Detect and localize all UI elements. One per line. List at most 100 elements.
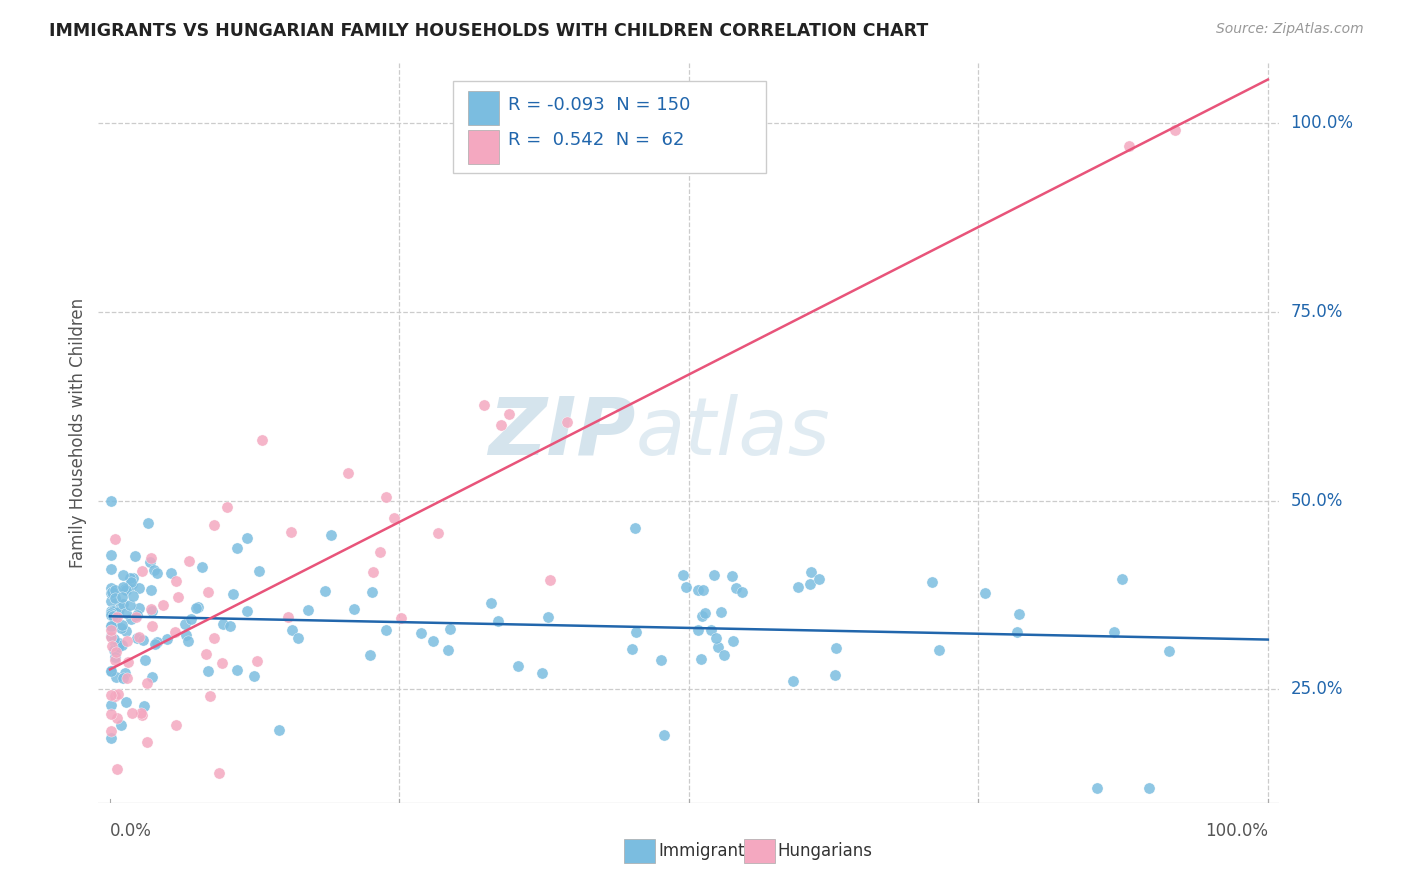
Point [129, 706, 152, 721]
Point [280, 524, 302, 539]
Point [165, 624, 187, 639]
Point [174, 628, 197, 642]
Point [222, 587, 245, 601]
Point [104, 612, 127, 626]
Point [110, 718, 132, 732]
Text: IMMIGRANTS VS HUNGARIAN FAMILY HOUSEHOLDS WITH CHILDREN CORRELATION CHART: IMMIGRANTS VS HUNGARIAN FAMILY HOUSEHOLD… [49, 22, 928, 40]
Point [100, 630, 122, 644]
Point [225, 541, 247, 555]
Point [508, 658, 530, 673]
Point [114, 666, 136, 681]
Point [1139, 780, 1161, 795]
Point [650, 653, 672, 667]
Point [115, 695, 138, 709]
Point [246, 654, 269, 668]
Point [531, 666, 554, 681]
Point [128, 630, 150, 644]
Point [538, 574, 561, 588]
Text: 100.0%: 100.0% [1205, 822, 1268, 839]
Point [156, 632, 179, 646]
Point [226, 663, 249, 677]
Point [704, 631, 727, 645]
Point [688, 623, 710, 637]
Point [121, 706, 143, 720]
Point [409, 626, 432, 640]
Point [117, 655, 139, 669]
Point [187, 599, 209, 614]
Text: R = -0.093  N = 150: R = -0.093 N = 150 [508, 95, 690, 114]
Point [179, 554, 201, 568]
Point [184, 600, 207, 615]
Point [1111, 573, 1133, 587]
Point [382, 511, 405, 525]
Point [108, 636, 131, 650]
Point [105, 610, 128, 624]
Point [114, 582, 136, 596]
Point [120, 571, 142, 585]
Point [489, 418, 512, 433]
Point [100, 664, 122, 678]
Point [104, 591, 127, 605]
Point [120, 575, 142, 590]
Point [250, 433, 273, 447]
Point [235, 604, 257, 618]
Point [342, 602, 364, 616]
Point [103, 649, 125, 664]
Point [146, 566, 169, 580]
Point [121, 577, 143, 591]
Text: 25.0%: 25.0% [1291, 681, 1343, 698]
Point [125, 608, 148, 623]
Point [537, 610, 560, 624]
FancyBboxPatch shape [468, 130, 499, 164]
Point [105, 645, 128, 659]
Point [422, 634, 444, 648]
Point [671, 568, 693, 582]
Point [799, 577, 821, 591]
Point [202, 517, 225, 532]
Point [103, 607, 125, 621]
Point [122, 589, 145, 603]
Point [731, 585, 754, 599]
Point [134, 699, 156, 714]
Point [800, 566, 823, 580]
Point [180, 612, 202, 626]
Point [100, 623, 122, 637]
Point [111, 580, 134, 594]
Point [100, 688, 122, 702]
Point [141, 602, 163, 616]
Point [215, 500, 238, 514]
Point [125, 631, 148, 645]
Point [110, 621, 132, 635]
Point [101, 604, 124, 618]
Point [146, 634, 169, 648]
Point [115, 671, 138, 685]
Point [138, 555, 160, 569]
Point [115, 606, 138, 620]
Point [115, 583, 138, 598]
Point [100, 707, 122, 722]
Text: ZIP: ZIP [488, 393, 636, 472]
Point [1159, 644, 1181, 658]
Point [1085, 780, 1108, 795]
Point [105, 762, 128, 776]
Point [104, 636, 127, 650]
Text: 75.0%: 75.0% [1291, 302, 1343, 321]
Text: Hungarians: Hungarians [778, 842, 873, 860]
Point [122, 571, 145, 585]
Point [825, 640, 848, 655]
Point [928, 643, 950, 657]
Point [101, 608, 124, 623]
Point [141, 619, 163, 633]
Point [723, 634, 745, 648]
Point [389, 611, 412, 625]
Point [720, 568, 742, 582]
Text: 0.0%: 0.0% [110, 822, 152, 839]
Point [703, 568, 725, 582]
Point [1164, 123, 1187, 137]
Point [177, 634, 200, 648]
Point [472, 398, 495, 412]
Point [1005, 624, 1028, 639]
Point [112, 671, 135, 685]
Point [486, 614, 509, 628]
Point [626, 625, 648, 640]
